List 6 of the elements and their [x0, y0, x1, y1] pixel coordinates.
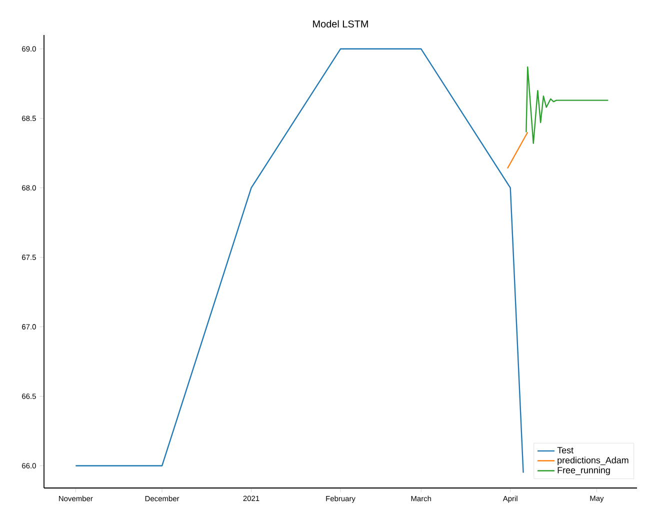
chart-title: Model LSTM	[313, 20, 368, 28]
legend-label: predictions_Adam	[558, 456, 628, 466]
legend-label: Test	[557, 447, 574, 454]
line-series	[75, 48, 524, 474]
legend-label: Free_running	[558, 466, 610, 476]
line-series	[526, 66, 609, 144]
